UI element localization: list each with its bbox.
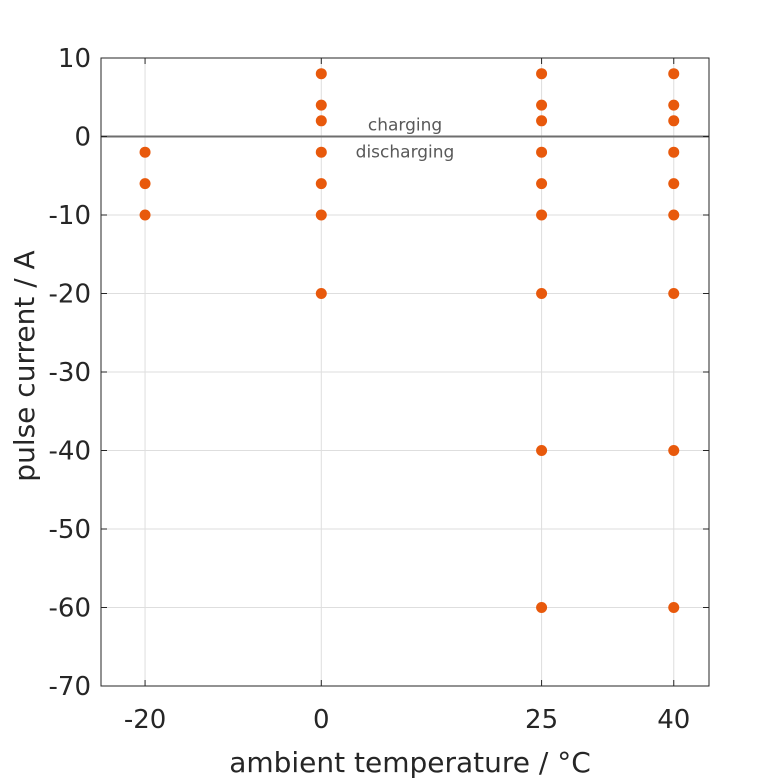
data-point xyxy=(315,99,327,111)
data-point xyxy=(315,115,327,127)
data-point xyxy=(315,178,327,190)
data-point xyxy=(536,99,548,111)
data-point xyxy=(668,99,680,111)
y-tick-label: -60 xyxy=(49,594,91,624)
tick-layer: -20 0 25 40 10 0 -10 -20 -30 -40 -50 -60 -70 xyxy=(49,44,709,735)
x-tick-label: 40 xyxy=(657,705,690,735)
data-point xyxy=(668,115,680,127)
data-point xyxy=(536,146,548,158)
data-point xyxy=(536,288,548,299)
y-axis-title: pulse current / A xyxy=(8,250,41,481)
data-point xyxy=(139,209,151,221)
data-points-layer xyxy=(139,68,680,613)
data-point xyxy=(536,602,548,613)
data-point xyxy=(536,68,548,80)
y-tick-label: -20 xyxy=(49,280,91,310)
data-point xyxy=(139,178,151,190)
data-point xyxy=(536,115,548,127)
x-axis-title: ambient temperature / °C xyxy=(229,746,591,779)
data-point xyxy=(315,68,327,80)
data-point xyxy=(668,288,680,299)
data-point xyxy=(668,445,680,456)
y-tick-label: -40 xyxy=(49,437,91,467)
data-point xyxy=(668,146,680,158)
y-tick-label: -10 xyxy=(49,201,91,231)
data-point xyxy=(536,178,548,190)
annotation-layer: charging discharging xyxy=(356,116,455,163)
x-tick-label: 25 xyxy=(525,705,558,735)
y-tick-label: -70 xyxy=(49,672,91,702)
x-tick-label: -20 xyxy=(124,705,166,735)
y-tick-label: 10 xyxy=(58,44,91,74)
data-point xyxy=(668,68,680,80)
data-point xyxy=(139,146,151,158)
data-point xyxy=(668,209,680,221)
data-point xyxy=(536,209,548,221)
annotation-charging: charging xyxy=(368,116,442,136)
data-point xyxy=(668,178,680,190)
data-point xyxy=(315,209,327,221)
data-point xyxy=(536,445,548,456)
x-tick-label: 0 xyxy=(313,705,330,735)
y-tick-label: 0 xyxy=(74,123,91,153)
data-point xyxy=(315,146,327,158)
annotation-discharging: discharging xyxy=(356,142,455,162)
data-point xyxy=(668,602,680,613)
y-tick-label: -50 xyxy=(49,515,91,545)
y-tick-label: -30 xyxy=(49,358,91,388)
data-point xyxy=(315,288,327,299)
